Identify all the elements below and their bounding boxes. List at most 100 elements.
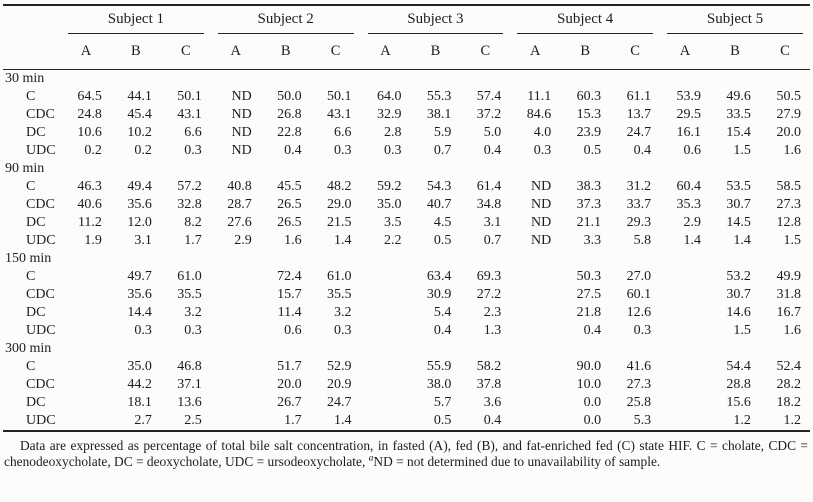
value-cell: 27.2 xyxy=(476,287,502,302)
bile-salt-row-label: C xyxy=(26,89,36,104)
value-cell: 1.6 xyxy=(783,323,802,338)
value-cell: 3.6 xyxy=(483,395,502,410)
table-row: DC 11.2 12.0 8.2 27.6 26.5 21.5 3.5 4.5 3.1 ND 21.1… xyxy=(3,214,810,232)
value-cell: 1.4 xyxy=(733,233,751,248)
value-cell: 41.6 xyxy=(626,359,652,374)
value-cell: 16.7 xyxy=(776,305,802,320)
value-cell xyxy=(61,304,111,322)
value-cell: 12.6 xyxy=(626,305,652,320)
table-row: UDC 0.2 0.2 0.3 ND 0.4 0.3 0.3 0.7 0.4 0.3 0.5 0.4 0.… xyxy=(3,142,810,160)
subject-header: Subject 3 xyxy=(361,5,511,34)
value-cell: 57.4 xyxy=(476,89,502,104)
value-cell: 45.5 xyxy=(277,179,302,194)
table-row: UDC 0.3 0.3 0.6 0.3 0.4 1.3 0.4 0.3 1.5 1.6 xyxy=(3,322,810,340)
value-cell: 32.8 xyxy=(177,197,202,212)
value-cell: 2.2 xyxy=(383,233,402,248)
value-cell: 22.8 xyxy=(277,125,302,140)
value-cell: 18.1 xyxy=(127,395,152,410)
value-cell xyxy=(510,322,560,340)
value-cell: 49.4 xyxy=(127,179,152,194)
value-cell: 1.4 xyxy=(334,233,352,248)
value-cell: 37.3 xyxy=(576,197,602,212)
value-cell: 1.6 xyxy=(783,143,802,158)
value-cell: 21.5 xyxy=(327,215,352,230)
condition-header: B xyxy=(560,34,611,70)
value-cell: 2.9 xyxy=(683,215,701,230)
value-cell: ND xyxy=(231,125,252,140)
value-cell: 35.0 xyxy=(376,197,402,212)
value-cell: ND xyxy=(231,107,252,122)
condition-header: A xyxy=(210,34,261,70)
value-cell: 21.8 xyxy=(576,305,602,320)
value-cell: 0.3 xyxy=(184,323,202,338)
value-cell: 3.2 xyxy=(184,305,202,320)
value-cell: 0.4 xyxy=(433,323,452,338)
value-cell: 60.3 xyxy=(576,89,602,104)
subject-header-label: Subject 3 xyxy=(367,11,504,34)
value-cell: 45.4 xyxy=(127,107,152,122)
value-cell: 27.5 xyxy=(576,287,602,302)
value-cell xyxy=(510,358,560,376)
table-row: DC 18.1 13.6 26.7 24.7 5.7 3.6 0.0 25.8 15.6 18.2 xyxy=(3,394,810,412)
value-cell: 30.7 xyxy=(726,287,751,302)
bile-salt-row-label: CDC xyxy=(26,107,55,122)
value-cell: 38.1 xyxy=(426,107,452,122)
footnote-text: Data are expressed as percentage of tota… xyxy=(4,438,808,470)
value-cell: 33.7 xyxy=(626,197,652,212)
table-row: C 46.3 49.4 57.2 40.8 45.5 48.2 59.2 54.3 61.4 ND 3… xyxy=(3,178,810,196)
value-cell: 5.0 xyxy=(483,125,502,140)
value-cell xyxy=(61,358,111,376)
value-cell xyxy=(61,394,111,412)
value-cell: 46.3 xyxy=(77,179,102,194)
value-cell: 12.0 xyxy=(127,215,152,230)
corner-cell xyxy=(3,34,61,70)
value-cell: 40.7 xyxy=(426,197,452,212)
value-cell: 25.8 xyxy=(626,395,652,410)
value-cell: 16.1 xyxy=(676,125,701,140)
value-cell: 61.0 xyxy=(177,269,202,284)
value-cell: 0.0 xyxy=(583,413,602,428)
value-cell xyxy=(211,412,261,431)
value-cell: 4.5 xyxy=(433,215,452,230)
value-cell: 35.6 xyxy=(127,287,152,302)
value-cell: 5.4 xyxy=(433,305,452,320)
value-cell: 10.0 xyxy=(576,377,602,392)
value-cell: 57.2 xyxy=(177,179,202,194)
value-cell: 37.1 xyxy=(177,377,202,392)
time-section-label: 300 min xyxy=(5,341,52,356)
value-cell: 0.4 xyxy=(483,143,502,158)
value-cell: 31.2 xyxy=(626,179,652,194)
value-cell: 31.8 xyxy=(776,287,802,302)
value-cell: 64.5 xyxy=(77,89,102,104)
value-cell xyxy=(211,304,261,322)
bile-salt-row-label: UDC xyxy=(26,413,56,428)
table-header: Subject 1 Subject 2 Subject 3 Subject 4 Subj… xyxy=(3,5,810,70)
value-cell xyxy=(61,376,111,394)
value-cell: 72.4 xyxy=(277,269,302,284)
value-cell: 26.8 xyxy=(277,107,302,122)
value-cell: 52.9 xyxy=(327,359,352,374)
value-cell: 24.8 xyxy=(77,107,102,122)
condition-header: A xyxy=(61,34,111,70)
value-cell: 53.5 xyxy=(726,179,751,194)
value-cell xyxy=(211,358,261,376)
table-row: CDC 35.6 35.5 15.7 35.5 30.9 27.2 27.5 60.1 30.7 3… xyxy=(3,286,810,304)
bile-salt-row-label: DC xyxy=(26,395,46,410)
value-cell: 46.8 xyxy=(177,359,202,374)
value-cell: 13.7 xyxy=(626,107,652,122)
value-cell: 5.3 xyxy=(633,413,652,428)
value-cell: 0.5 xyxy=(433,233,452,248)
value-cell: ND xyxy=(231,89,252,104)
value-cell: 28.7 xyxy=(227,197,252,212)
value-cell: 26.7 xyxy=(277,395,302,410)
value-cell: 3.5 xyxy=(383,215,402,230)
value-cell: 20.0 xyxy=(776,125,802,140)
value-cell: 44.2 xyxy=(127,377,152,392)
value-cell: ND xyxy=(530,179,552,194)
condition-header: C xyxy=(460,34,511,70)
value-cell: 60.4 xyxy=(676,179,701,194)
value-cell: 63.4 xyxy=(426,269,452,284)
time-section-row: 150 min xyxy=(3,250,810,268)
value-cell: 0.5 xyxy=(433,413,452,428)
